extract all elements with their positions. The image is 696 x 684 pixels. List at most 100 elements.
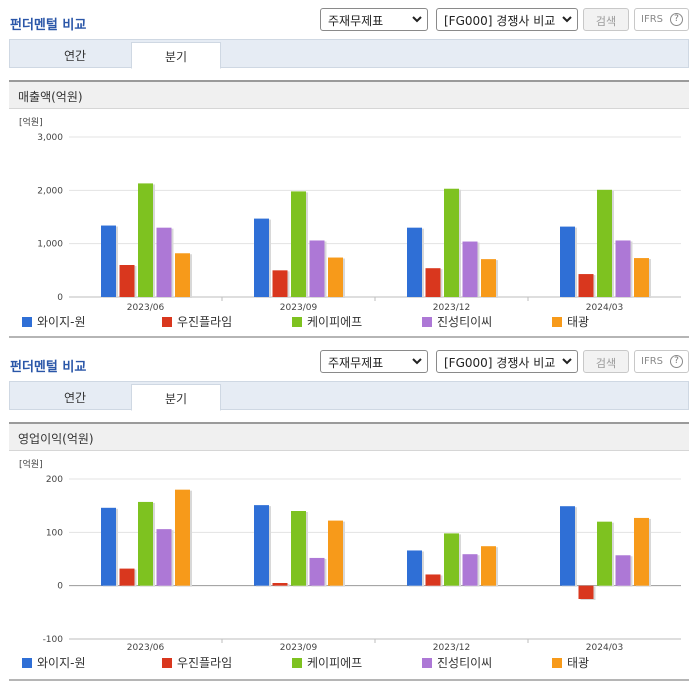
y-tick-label: 0: [57, 582, 63, 592]
panel-title: 펀더멘털 비교: [10, 360, 87, 375]
bar[interactable]: [578, 274, 594, 297]
y-tick-label: 0: [57, 293, 63, 303]
chevron-down-icon: [562, 358, 572, 365]
bar[interactable]: [309, 557, 325, 586]
bar[interactable]: [597, 521, 612, 586]
tab-quarterly[interactable]: 분기: [131, 384, 221, 411]
bar[interactable]: [615, 555, 631, 586]
legend-label: 케이피에프: [307, 656, 363, 670]
legend-swatch: [292, 658, 302, 668]
bar[interactable]: [615, 240, 631, 297]
panel-title: 펀더멘털 비교: [10, 18, 87, 33]
bar[interactable]: [328, 257, 343, 297]
peer-compare-select[interactable]: [FG000] 경쟁사 비교: [436, 350, 578, 373]
peer-compare-value: [FG000] 경쟁사 비교: [444, 14, 556, 28]
bar[interactable]: [138, 183, 153, 297]
bar[interactable]: [462, 241, 478, 297]
legend-swatch: [22, 658, 32, 668]
statement-type-select[interactable]: 주재무제표: [320, 350, 428, 373]
bar[interactable]: [407, 227, 422, 297]
legend-item[interactable]: 와이지-원: [22, 654, 86, 671]
y-tick-label: -100: [43, 635, 64, 645]
tab-quarterly[interactable]: 분기: [131, 42, 221, 69]
statement-type-select[interactable]: 주재무제표: [320, 8, 428, 31]
bar[interactable]: [425, 574, 441, 586]
tab-annual[interactable]: 연간: [63, 391, 87, 405]
ifrs-label: IFRS: [641, 14, 663, 25]
chevron-down-icon: [412, 358, 422, 365]
divider: [9, 679, 689, 681]
bar[interactable]: [254, 505, 269, 586]
bar[interactable]: [272, 583, 288, 586]
bar[interactable]: [634, 258, 649, 297]
legend-item[interactable]: 케이피에프: [292, 654, 362, 671]
bar[interactable]: [560, 226, 575, 297]
y-tick-label: 3,000: [37, 133, 63, 143]
bar[interactable]: [101, 507, 116, 586]
peer-compare-select[interactable]: [FG000] 경쟁사 비교: [436, 8, 578, 31]
bar[interactable]: [462, 554, 478, 586]
bar[interactable]: [560, 506, 575, 586]
bar[interactable]: [578, 585, 594, 599]
bar[interactable]: [175, 489, 190, 586]
chevron-down-icon: [412, 16, 422, 23]
bar[interactable]: [254, 218, 269, 297]
bar[interactable]: [444, 188, 459, 297]
legend-item[interactable]: 진성티이씨: [422, 654, 492, 671]
legend-label: 우진플라임: [177, 656, 233, 670]
bar[interactable]: [272, 270, 288, 297]
bar[interactable]: [119, 568, 135, 586]
help-icon: ?: [670, 355, 683, 368]
legend-label: 와이지-원: [37, 656, 86, 670]
legend-swatch: [552, 658, 562, 668]
bar[interactable]: [328, 520, 343, 586]
x-tick-label: 2024/03: [586, 303, 623, 313]
search-button[interactable]: 검색: [583, 350, 629, 373]
bar[interactable]: [481, 259, 496, 297]
legend-label: 와이지-원: [37, 315, 86, 329]
legend-label: 진성티이씨: [437, 315, 493, 329]
bar[interactable]: [101, 225, 116, 297]
bar[interactable]: [291, 511, 306, 586]
legend-item[interactable]: 태광: [552, 654, 589, 671]
bar[interactable]: [425, 268, 441, 297]
period-tabs: 연간 분기: [9, 381, 689, 411]
chart-legend: 와이지-원 우진플라임 케이피에프 진성티이씨 태광: [22, 313, 682, 329]
bar[interactable]: [156, 529, 172, 586]
legend-item[interactable]: 태광: [552, 313, 589, 330]
legend-label: 진성티이씨: [437, 656, 493, 670]
chart-legend: 와이지-원 우진플라임 케이피에프 진성티이씨 태광: [22, 654, 682, 670]
search-button[interactable]: 검색: [583, 8, 629, 31]
fundamental-panel-revenue: 펀더멘털 비교 주재무제표 [FG000] 경쟁사 비교 검색 IFRS ? 연…: [0, 0, 696, 340]
bar[interactable]: [138, 501, 153, 586]
fundamental-panel-operating-profit: 펀더멘털 비교 주재무제표 [FG000] 경쟁사 비교 검색 IFRS ? 연…: [0, 342, 696, 684]
bar[interactable]: [634, 517, 649, 586]
ifrs-help-button[interactable]: IFRS ?: [634, 8, 689, 31]
bar[interactable]: [156, 227, 172, 297]
revenue-chart: [억원] 0 1,000 2,000 3,000 2023/06 2023/09 2023/1…: [9, 110, 689, 338]
x-tick-label: 2023/09: [280, 303, 318, 313]
y-tick-label: 100: [46, 528, 63, 538]
bar[interactable]: [481, 546, 496, 586]
bar[interactable]: [175, 253, 190, 297]
legend-item[interactable]: 와이지-원: [22, 313, 86, 330]
legend-label: 태광: [567, 315, 590, 329]
unit-label: [억원]: [19, 116, 43, 128]
bar[interactable]: [291, 191, 306, 297]
tab-annual[interactable]: 연간: [63, 49, 87, 63]
legend-item[interactable]: 우진플라임: [162, 654, 232, 671]
ifrs-help-button[interactable]: IFRS ?: [634, 350, 689, 373]
y-tick-label: 2,000: [37, 186, 63, 196]
y-tick-label: 1,000: [37, 240, 63, 250]
legend-item[interactable]: 우진플라임: [162, 313, 232, 330]
legend-swatch: [22, 317, 32, 327]
bar[interactable]: [407, 550, 422, 586]
legend-item[interactable]: 진성티이씨: [422, 313, 492, 330]
bar[interactable]: [309, 240, 325, 297]
bar[interactable]: [597, 189, 612, 297]
legend-item[interactable]: 케이피에프: [292, 313, 362, 330]
legend-swatch: [162, 317, 172, 327]
bar[interactable]: [444, 533, 459, 586]
operating-profit-chart: [억원] -100 0 100 200 2023/06 2023/09 2023/12 2024…: [9, 452, 689, 652]
bar[interactable]: [119, 265, 135, 297]
